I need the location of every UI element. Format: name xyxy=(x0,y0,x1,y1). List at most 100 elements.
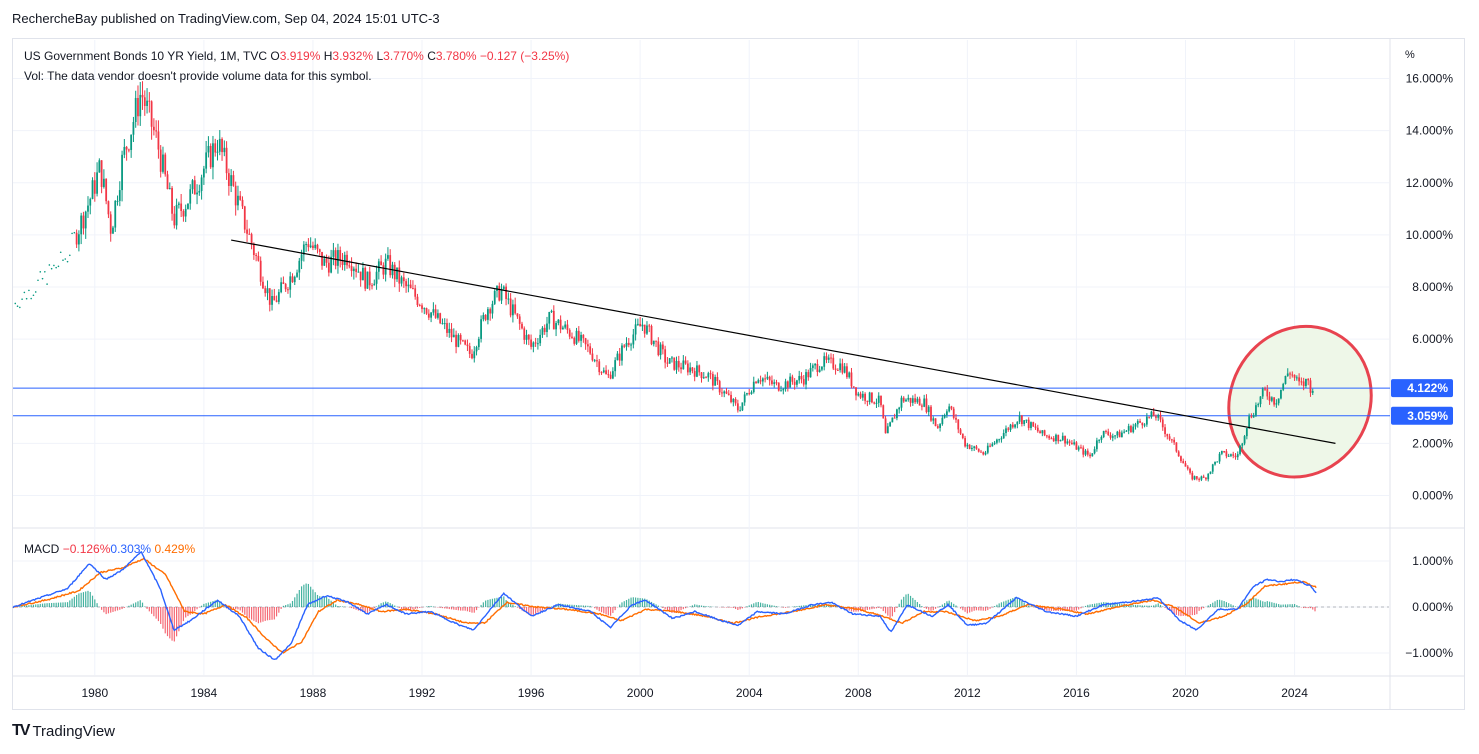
candle xyxy=(1139,421,1141,423)
candle xyxy=(961,433,964,439)
candle xyxy=(198,190,201,193)
candle xyxy=(966,444,969,447)
candle xyxy=(259,260,262,282)
candle xyxy=(830,357,832,359)
candle xyxy=(764,378,767,380)
candle xyxy=(87,205,89,212)
open-value: 3.919% xyxy=(279,49,321,63)
candle xyxy=(1143,424,1146,426)
candle xyxy=(866,400,869,402)
candle xyxy=(348,265,351,267)
candle xyxy=(1195,476,1198,479)
candle xyxy=(1248,416,1251,429)
candle xyxy=(39,271,42,273)
candle xyxy=(939,424,941,428)
candle xyxy=(1107,431,1110,435)
candle xyxy=(905,399,907,402)
candle xyxy=(327,262,330,273)
candle xyxy=(766,376,769,379)
candle xyxy=(202,168,205,178)
candle xyxy=(368,271,371,286)
candle xyxy=(927,406,930,413)
candle xyxy=(1282,383,1285,390)
candle xyxy=(59,251,62,254)
macd-line xyxy=(12,551,1317,661)
candle xyxy=(623,345,626,347)
candle xyxy=(282,282,285,284)
candle xyxy=(784,381,787,390)
candle xyxy=(711,374,714,386)
candle xyxy=(675,360,678,370)
candle xyxy=(789,376,792,388)
candle xyxy=(389,255,392,276)
candle xyxy=(28,289,30,292)
candle xyxy=(66,260,69,263)
candle xyxy=(1005,428,1007,434)
candle xyxy=(193,180,196,195)
macd-pane xyxy=(12,551,1389,661)
candle xyxy=(1109,434,1112,438)
price-tag-label: 3.059% xyxy=(1407,409,1448,423)
candle xyxy=(32,294,35,297)
candle xyxy=(871,392,873,403)
candle xyxy=(337,250,339,266)
candle xyxy=(980,451,982,453)
candle xyxy=(166,174,169,190)
candle xyxy=(609,374,612,379)
candle xyxy=(1207,473,1210,480)
percent-scale-button[interactable]: % xyxy=(1405,49,1415,61)
candle xyxy=(421,305,423,309)
candle xyxy=(1155,416,1157,418)
grid xyxy=(12,39,1465,709)
candle xyxy=(1039,431,1041,434)
symbol-name[interactable]: US Government Bonds 10 YR Yield, 1M, TVC xyxy=(24,49,268,63)
candle xyxy=(298,260,301,273)
candle xyxy=(1230,454,1232,456)
candle xyxy=(482,314,485,320)
candle xyxy=(1286,373,1289,376)
candle xyxy=(827,357,830,360)
high-value: 3.932% xyxy=(332,49,374,63)
candle xyxy=(509,298,512,316)
candle xyxy=(1255,405,1257,416)
candle xyxy=(393,264,396,280)
candle xyxy=(309,245,312,248)
candle xyxy=(162,154,164,172)
candle xyxy=(1302,381,1305,386)
candle xyxy=(1170,439,1173,441)
candle xyxy=(468,346,471,354)
low-value: 3.770% xyxy=(383,49,424,63)
macd-tick-label: −1.000% xyxy=(1405,646,1453,660)
x-tick-label: 2024 xyxy=(1281,686,1308,700)
candle xyxy=(1295,377,1298,379)
candle xyxy=(155,130,158,132)
footer-branding[interactable]: TV TradingView xyxy=(12,722,115,740)
macd-title[interactable]: MACD xyxy=(24,542,60,556)
candle xyxy=(1211,464,1214,472)
candle xyxy=(850,372,853,387)
candle xyxy=(1130,426,1132,433)
candle xyxy=(323,258,326,266)
candle xyxy=(773,382,776,384)
candle xyxy=(466,344,469,347)
candle xyxy=(57,265,60,268)
candle xyxy=(673,357,676,370)
candle xyxy=(621,345,623,361)
candle xyxy=(1236,454,1239,458)
price-tag-box xyxy=(1391,406,1453,425)
highlight-ellipse-shape xyxy=(1227,324,1373,479)
candle xyxy=(730,394,732,403)
candle xyxy=(564,324,567,328)
candle xyxy=(1073,442,1076,445)
candle xyxy=(1041,430,1044,434)
candle xyxy=(316,244,319,250)
candle xyxy=(1077,447,1080,450)
candle xyxy=(877,395,880,403)
candle xyxy=(627,342,630,345)
horizontal-lines xyxy=(13,387,1390,417)
candle xyxy=(1066,441,1069,444)
candle xyxy=(250,234,253,245)
chart-frame[interactable] xyxy=(12,38,1465,710)
candle xyxy=(44,270,46,273)
